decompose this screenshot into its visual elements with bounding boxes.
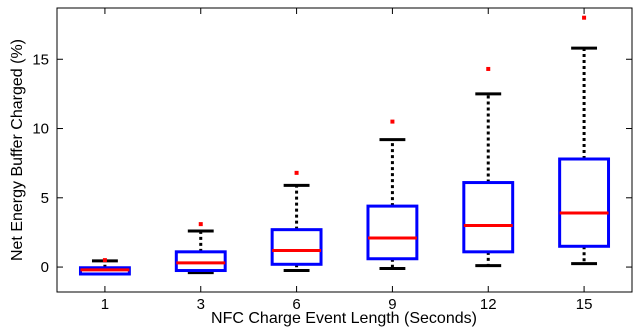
y-tick-label: 10 <box>32 121 49 138</box>
box-iqr <box>462 181 515 254</box>
plot-frame <box>56 7 633 293</box>
boxes-layer <box>78 15 611 276</box>
x-tick-label: 6 <box>292 296 300 313</box>
y-tick-label: 15 <box>32 51 49 68</box>
outlier-point <box>294 170 299 175</box>
outlier-point <box>198 222 203 227</box>
box-group <box>366 119 419 270</box>
outlier-point <box>486 66 491 71</box>
y-axis-label: Net Energy Buffer Charged (%) <box>9 39 26 261</box>
y-axis: 0 5 10 15 <box>32 51 632 276</box>
outlier-point <box>102 258 107 263</box>
x-axis: 1 3 6 9 12 15 <box>101 8 593 313</box>
x-tick-label: 9 <box>388 296 396 313</box>
box-group <box>174 222 227 275</box>
box-iqr <box>174 250 227 273</box>
box-iqr <box>366 204 419 261</box>
y-tick-label: 5 <box>41 190 49 207</box>
box-group <box>558 15 611 266</box>
outlier-point <box>390 119 395 124</box>
box-iqr <box>270 228 323 266</box>
box-group <box>462 66 515 268</box>
box-group <box>270 170 323 273</box>
x-tick-label: 15 <box>576 296 593 313</box>
outlier-point <box>582 15 587 20</box>
box-group <box>78 258 131 276</box>
x-axis-label: NFC Charge Event Length (Seconds) <box>211 310 477 327</box>
y-tick-label: 0 <box>41 259 49 276</box>
box-iqr <box>558 157 611 248</box>
x-tick-label: 12 <box>480 296 497 313</box>
x-tick-label: 1 <box>101 296 109 313</box>
x-tick-label: 3 <box>197 296 205 313</box>
